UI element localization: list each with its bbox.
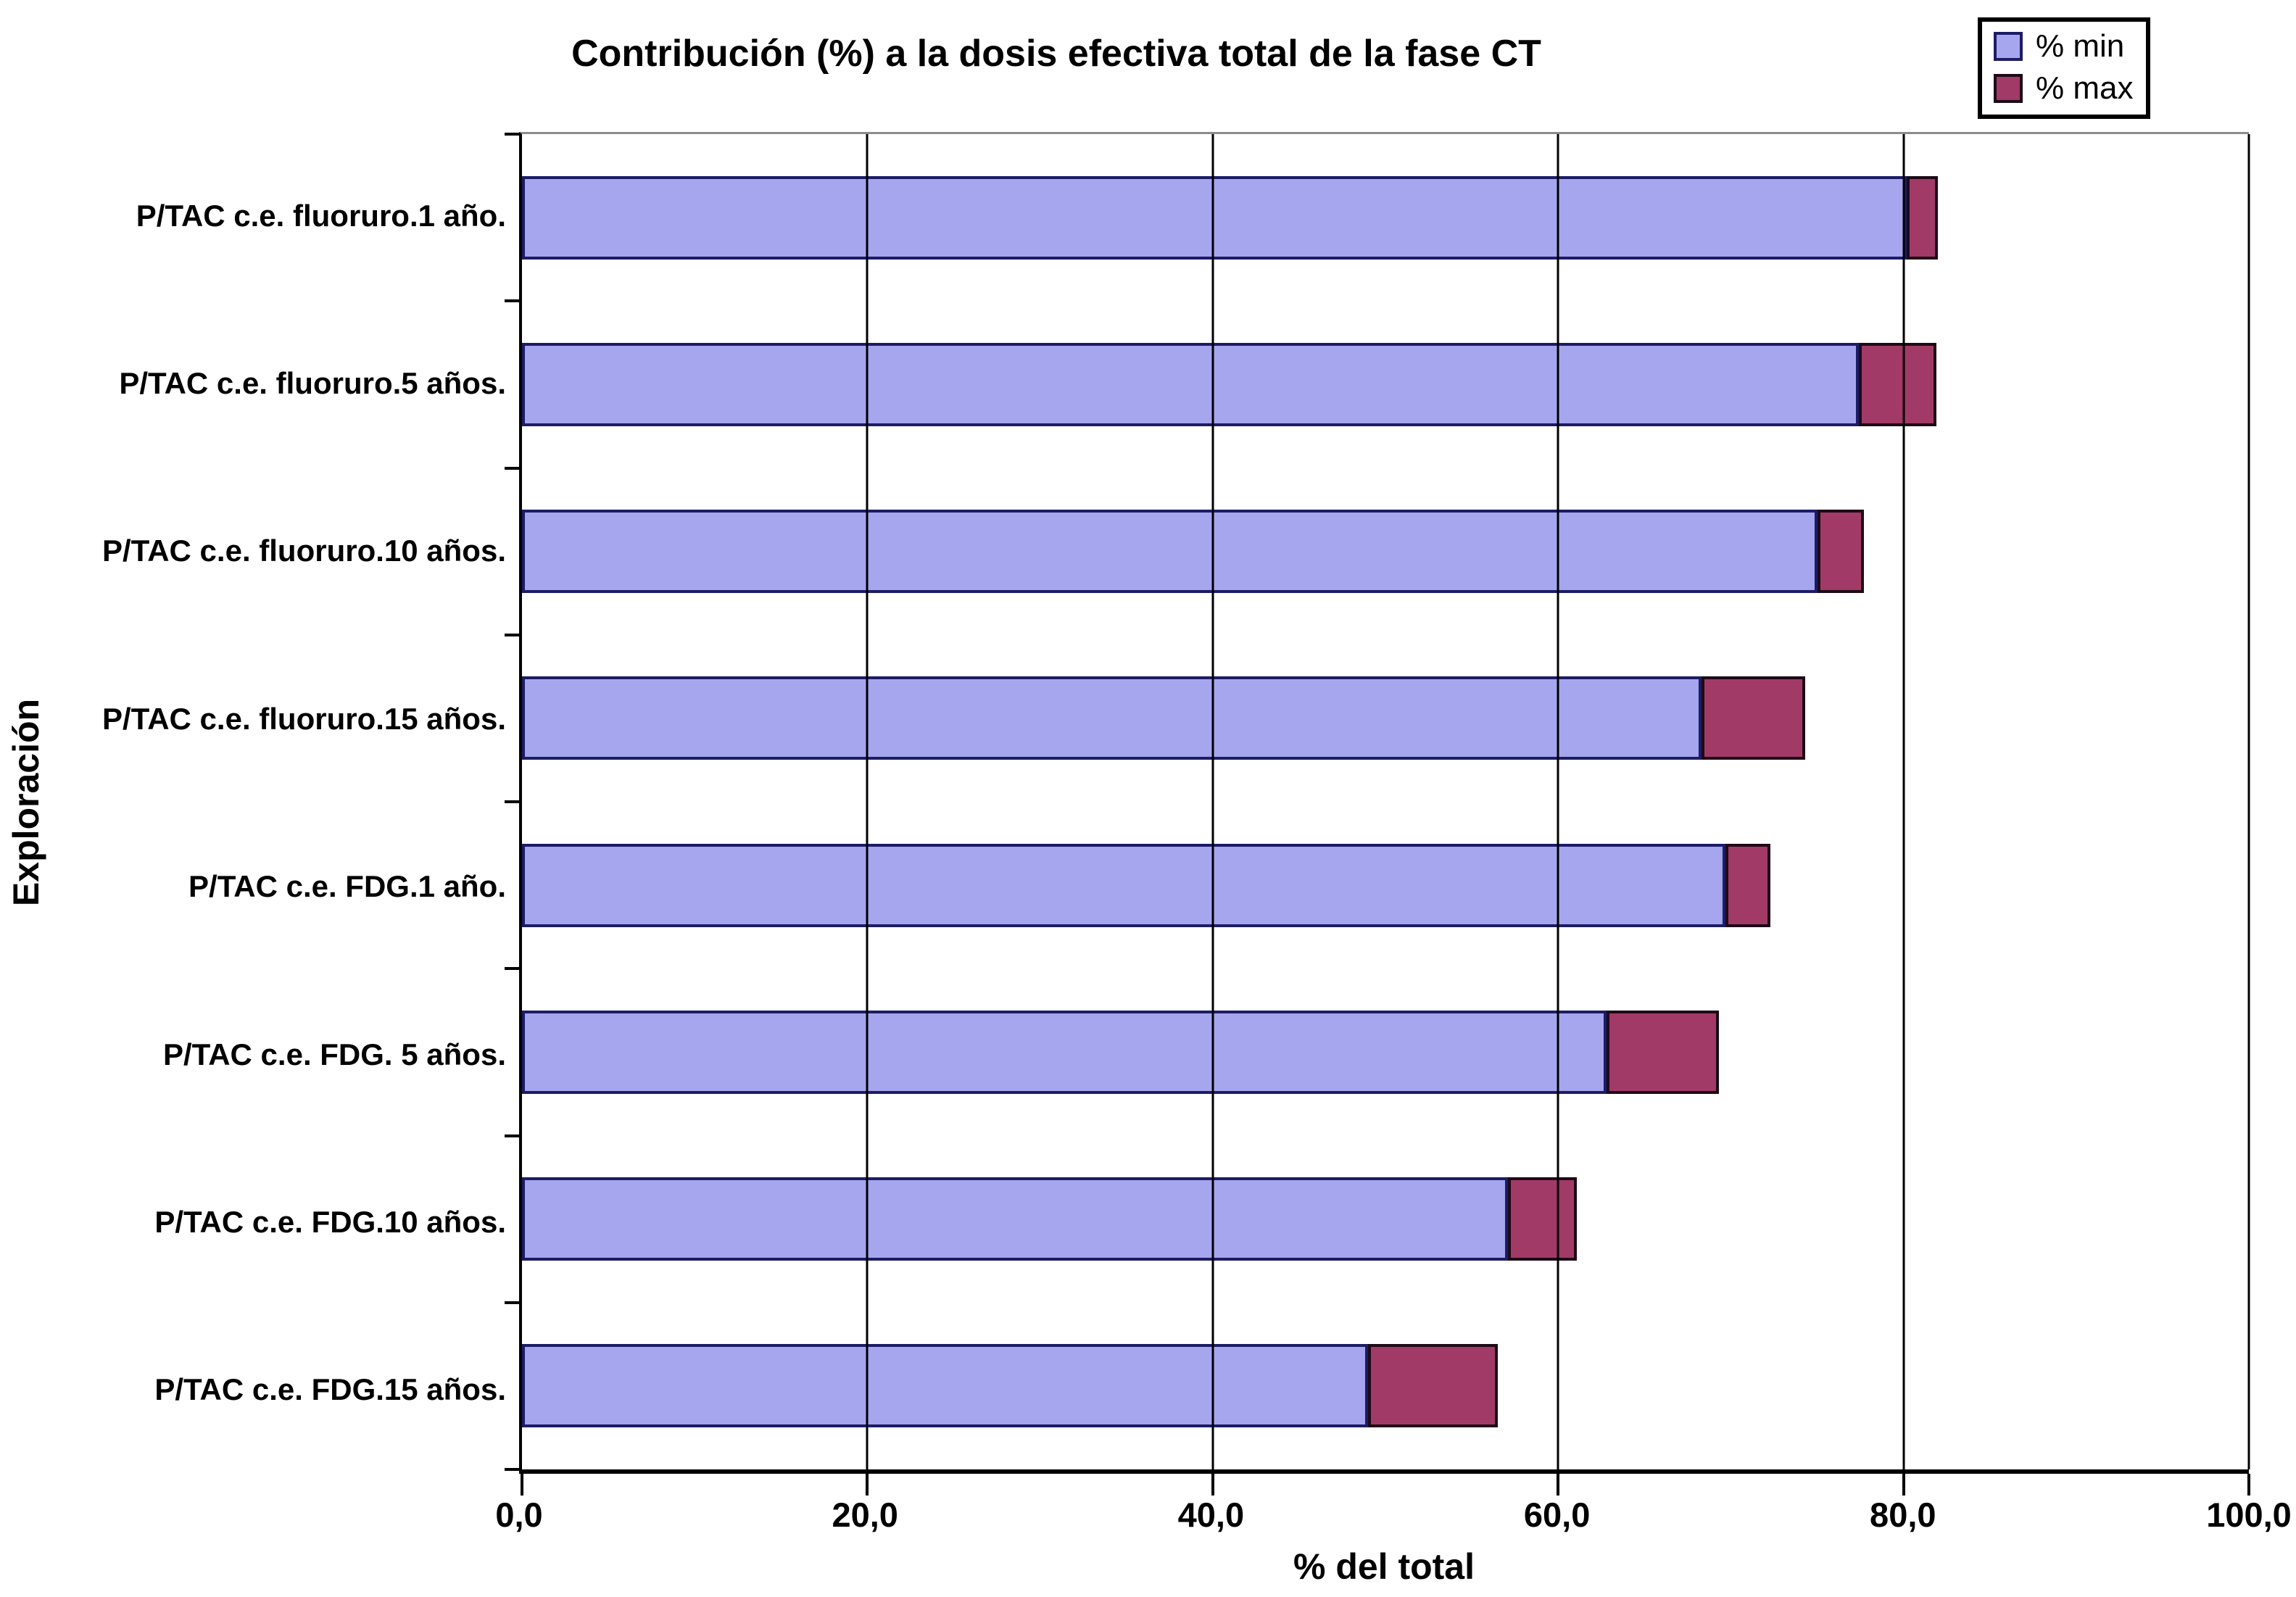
bar-segment-min — [522, 1177, 1509, 1261]
x-tick — [521, 1474, 523, 1496]
legend: % min % max — [1978, 17, 2151, 119]
category-label: P/TAC c.e. fluoruro.15 años. — [102, 701, 506, 736]
bar-segment-max — [1606, 1010, 1719, 1094]
bar-row — [522, 134, 2249, 301]
bar-segment-min — [522, 1344, 1369, 1428]
x-tick — [1211, 1474, 1214, 1496]
bar-segment-max — [1817, 510, 1864, 594]
bar-segment-max — [1368, 1344, 1498, 1428]
y-tick — [505, 466, 519, 470]
category-label: P/TAC c.e. fluoruro.10 años. — [102, 534, 506, 568]
plot-area — [505, 132, 2250, 1496]
legend-item-max: % max — [1994, 72, 2133, 104]
bar-segment-max — [1508, 1177, 1578, 1261]
bar-segment-min — [522, 1010, 1607, 1094]
x-tick — [866, 1474, 869, 1496]
category-label: P/TAC c.e. FDG.10 años. — [154, 1204, 506, 1239]
x-tick-label: 80,0 — [1870, 1496, 1936, 1534]
legend-min-label: % min — [2036, 28, 2125, 64]
bar-row — [522, 635, 2249, 802]
bar-segment-max — [1701, 676, 1805, 760]
bar — [522, 1177, 2249, 1261]
bar-segment-min — [522, 510, 1818, 594]
legend-max-label: % max — [2036, 70, 2134, 106]
gridline — [2247, 134, 2250, 1469]
x-tick-labels: 0,0 20,0 40,0 60,0 80,0 100,0 — [495, 1495, 2291, 1538]
y-tick — [505, 1468, 519, 1471]
bar-segment-min — [522, 342, 1859, 426]
bar-segment-min — [522, 175, 1907, 260]
y-tick — [505, 299, 519, 303]
x-tick-label: 20,0 — [832, 1496, 898, 1534]
bar-row — [522, 301, 2249, 468]
bar-segment-max — [1858, 342, 1936, 426]
x-tick — [1557, 1474, 1560, 1496]
chart-title: Contribución (%) a la dosis efectiva tot… — [571, 33, 1541, 75]
x-tick — [1902, 1474, 1905, 1496]
y-tick — [505, 967, 519, 971]
category-label: P/TAC c.e. FDG. 5 años. — [163, 1037, 506, 1071]
bar-row — [522, 1136, 2249, 1303]
category-labels: P/TAC c.e. fluoruro.1 año. P/TAC c.e. flu… — [0, 132, 506, 1474]
x-tick-label: 100,0 — [2206, 1496, 2292, 1534]
legend-max-swatch — [1994, 74, 2023, 103]
category-label: P/TAC c.e. FDG.1 año. — [188, 869, 506, 904]
bar — [522, 510, 2249, 594]
x-tick — [2247, 1474, 2250, 1496]
bar — [522, 1344, 2249, 1428]
legend-item-min: % min — [1994, 30, 2133, 62]
gridline — [866, 134, 869, 1469]
gridline — [1211, 134, 1214, 1469]
bar-row — [522, 968, 2249, 1135]
x-axis-title: % del total — [1293, 1546, 1475, 1587]
bar-segment-min — [522, 843, 1726, 927]
bar — [522, 175, 2249, 260]
x-tick-label: 40,0 — [1177, 1496, 1245, 1534]
bar — [522, 676, 2249, 760]
x-tick-label: 60,0 — [1523, 1496, 1591, 1534]
gridline — [1557, 134, 1559, 1469]
bar-row — [522, 468, 2249, 635]
legend-min-swatch — [1994, 32, 2023, 61]
y-tick — [505, 633, 519, 636]
y-tick — [505, 1134, 519, 1137]
y-axis-title: Exploración — [6, 698, 46, 907]
gridline — [1902, 134, 1905, 1469]
y-tick — [505, 800, 519, 803]
bar — [522, 1010, 2249, 1094]
category-label: P/TAC c.e. fluoruro.5 años. — [119, 366, 506, 401]
bar — [522, 342, 2249, 426]
bar-rows — [522, 134, 2249, 1469]
bar-row — [522, 1303, 2249, 1469]
category-label: P/TAC c.e. FDG.15 años. — [154, 1372, 506, 1407]
y-tick — [505, 133, 519, 136]
bar — [522, 843, 2249, 927]
bar-segment-max — [1907, 175, 1939, 260]
category-label: P/TAC c.e. fluoruro.1 año. — [136, 198, 506, 233]
bar-segment-min — [522, 676, 1702, 760]
y-tick — [505, 1301, 519, 1304]
x-tick-label: 0,0 — [495, 1496, 543, 1534]
bar-segment-max — [1725, 843, 1771, 927]
bar-row — [522, 802, 2249, 968]
